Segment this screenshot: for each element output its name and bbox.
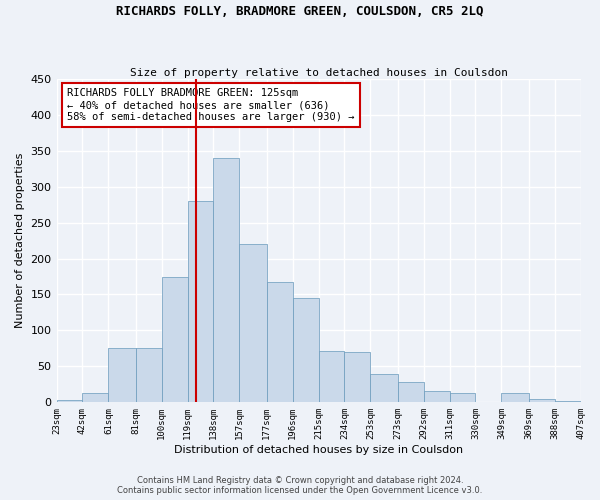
Y-axis label: Number of detached properties: Number of detached properties	[15, 153, 25, 328]
Bar	[344, 352, 370, 403]
Bar	[293, 298, 319, 403]
Bar	[319, 350, 344, 403]
Bar	[529, 398, 554, 402]
Bar	[370, 374, 398, 402]
Bar	[82, 393, 109, 402]
Bar	[424, 391, 449, 402]
Bar	[136, 348, 161, 403]
Bar	[56, 400, 82, 402]
Title: Size of property relative to detached houses in Coulsdon: Size of property relative to detached ho…	[130, 68, 508, 78]
Text: Contains HM Land Registry data © Crown copyright and database right 2024.
Contai: Contains HM Land Registry data © Crown c…	[118, 476, 482, 495]
Bar	[554, 401, 581, 402]
Bar	[239, 244, 266, 402]
Bar	[188, 201, 214, 402]
Bar	[109, 348, 136, 403]
Bar	[449, 393, 475, 402]
Bar	[398, 382, 424, 402]
Bar	[266, 282, 293, 403]
Text: RICHARDS FOLLY, BRADMORE GREEN, COULSDON, CR5 2LQ: RICHARDS FOLLY, BRADMORE GREEN, COULSDON…	[116, 5, 484, 18]
Bar	[161, 276, 188, 402]
Text: RICHARDS FOLLY BRADMORE GREEN: 125sqm
← 40% of detached houses are smaller (636): RICHARDS FOLLY BRADMORE GREEN: 125sqm ← …	[67, 88, 355, 122]
Bar	[502, 393, 529, 402]
Bar	[214, 158, 239, 402]
X-axis label: Distribution of detached houses by size in Coulsdon: Distribution of detached houses by size …	[174, 445, 463, 455]
